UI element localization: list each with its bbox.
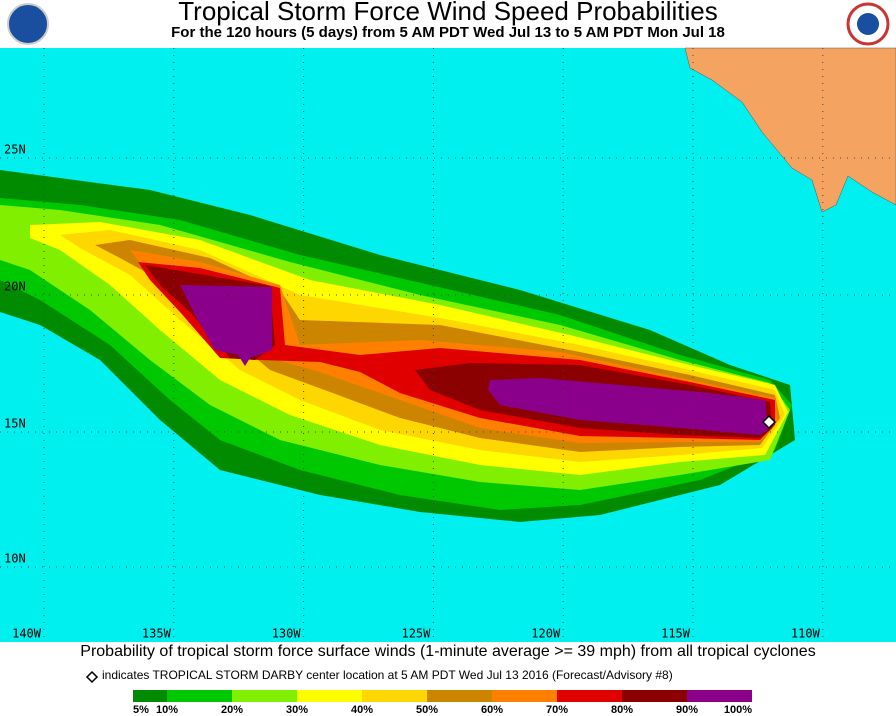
legend-label: 70% [546, 704, 568, 716]
legend-swatch [297, 690, 362, 702]
legend-label: 20% [221, 704, 243, 716]
noaa-logo [7, 3, 49, 45]
latitude-label: 20N [4, 280, 26, 294]
prob-band [180, 285, 272, 366]
legend-swatch [687, 690, 752, 702]
legend-swatch [167, 690, 232, 702]
legend-label: 30% [286, 704, 308, 716]
legend-swatch [492, 690, 557, 702]
latitude-label: 10N [4, 552, 26, 566]
legend-label: 50% [416, 704, 438, 716]
legend-marker [85, 670, 99, 684]
marker-note: indicates TROPICAL STORM DARBY center lo… [102, 668, 673, 682]
title: Tropical Storm Force Wind Speed Probabil… [178, 0, 717, 26]
longitude-label: 135W [142, 627, 172, 641]
longitude-label: 120W [531, 627, 561, 641]
longitude-label: 125W [401, 627, 431, 641]
latitude-label: 25N [4, 143, 26, 157]
legend-label: 5% [133, 704, 149, 716]
legend-label: 100% [724, 704, 752, 716]
legend-swatch [362, 690, 427, 702]
legend-label: 40% [351, 704, 373, 716]
storm-center-marker [761, 414, 777, 430]
legend-swatch [557, 690, 622, 702]
longitude-label: 140W [12, 627, 42, 641]
legend-swatch [133, 690, 167, 702]
legend-label: 80% [611, 704, 633, 716]
prob-band [488, 378, 768, 435]
longitude-label: 110W [791, 627, 821, 641]
legend-label: 10% [156, 704, 178, 716]
legend-swatch [622, 690, 687, 702]
legend-label: 90% [676, 704, 698, 716]
legend-label: 60% [481, 704, 503, 716]
nws-logo-inner [857, 13, 879, 35]
latitude-label: 15N [4, 417, 26, 431]
longitude-label: 130W [272, 627, 302, 641]
subtitle: For the 120 hours (5 days) from 5 AM PDT… [171, 24, 725, 41]
caption: Probability of tropical storm force surf… [80, 643, 815, 660]
land [684, 47, 896, 213]
legend-swatch [232, 690, 297, 702]
legend-swatch [427, 690, 492, 702]
longitude-label: 115W [661, 627, 691, 641]
